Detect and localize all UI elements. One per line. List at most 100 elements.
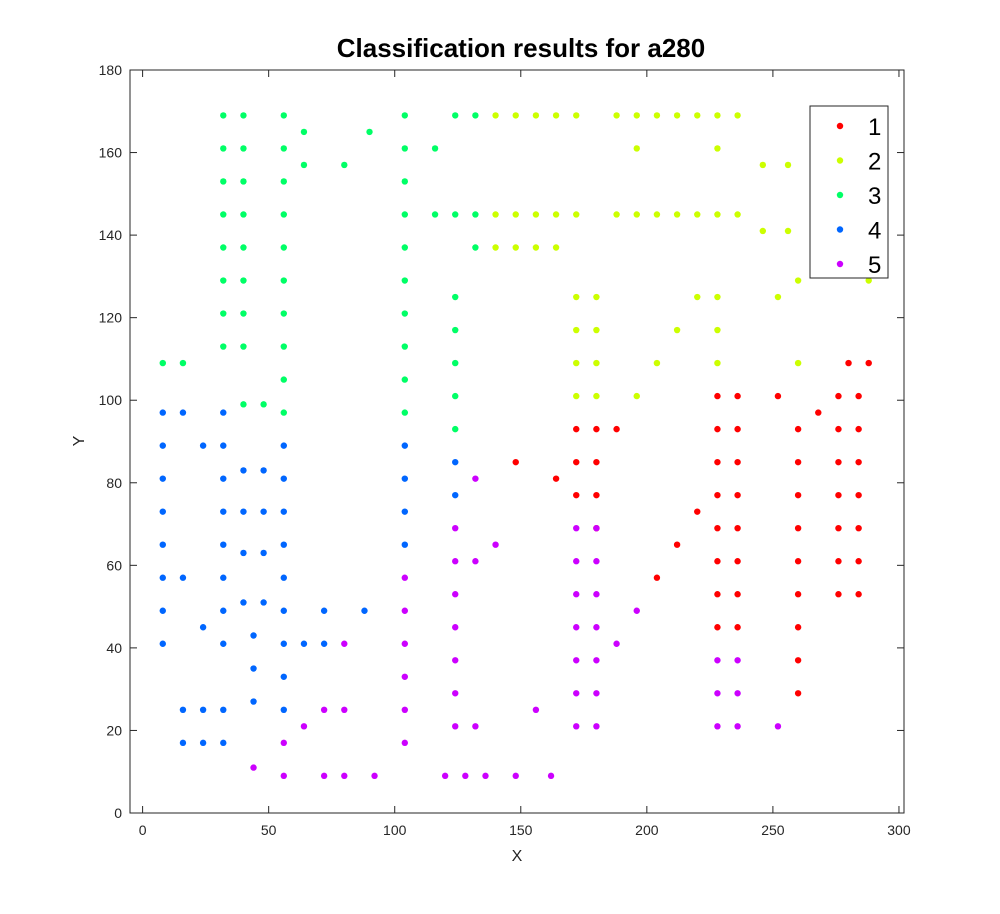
data-point — [280, 640, 287, 647]
data-point — [573, 491, 580, 499]
data-point — [452, 591, 459, 598]
data-point — [734, 425, 741, 433]
data-point — [159, 541, 166, 548]
data-point — [320, 640, 328, 647]
data-point — [593, 491, 600, 499]
data-point — [260, 508, 267, 515]
data-point — [220, 310, 227, 317]
data-point — [855, 392, 862, 400]
data-point — [532, 112, 540, 119]
data-point — [573, 657, 580, 664]
data-point — [199, 739, 207, 747]
data-point — [653, 211, 661, 218]
data-point — [593, 458, 600, 466]
data-point — [179, 739, 187, 747]
data-point — [714, 690, 721, 697]
data-point — [320, 706, 328, 714]
data-point — [431, 145, 439, 152]
data-point — [673, 326, 681, 334]
data-point — [593, 425, 600, 433]
data-point — [240, 401, 247, 408]
data-point — [280, 211, 287, 218]
data-point — [734, 458, 741, 466]
plot-area — [129, 69, 905, 814]
data-point — [441, 772, 449, 780]
data-point — [472, 112, 479, 119]
series-4 — [159, 409, 459, 747]
data-point — [401, 376, 409, 383]
data-point — [865, 277, 872, 284]
data-point — [361, 607, 368, 614]
data-point — [159, 574, 166, 581]
data-point — [794, 657, 802, 664]
data-point — [179, 706, 187, 714]
data-point — [552, 211, 560, 218]
data-point — [250, 665, 257, 672]
data-point — [280, 376, 287, 383]
data-point — [280, 244, 287, 251]
data-point — [734, 558, 741, 565]
data-point — [694, 211, 701, 218]
data-point — [280, 541, 287, 548]
data-point — [492, 211, 499, 218]
data-point — [220, 145, 227, 152]
data-point — [462, 772, 469, 780]
data-point — [835, 591, 842, 598]
data-point — [472, 723, 479, 730]
data-point — [512, 244, 519, 251]
data-point — [240, 549, 247, 557]
data-point — [734, 624, 741, 631]
data-point — [452, 392, 459, 400]
legend-marker — [836, 157, 844, 164]
data-point — [199, 442, 207, 449]
data-point — [401, 211, 409, 218]
data-point — [794, 558, 802, 565]
y-tick-label: 20 — [106, 722, 122, 738]
data-point — [401, 475, 409, 482]
data-point — [250, 764, 257, 771]
data-point — [855, 558, 862, 565]
data-point — [855, 425, 862, 433]
data-point — [512, 211, 519, 218]
data-point — [452, 723, 459, 730]
data-point — [280, 508, 287, 515]
data-point — [452, 624, 459, 631]
data-point — [573, 690, 580, 697]
x-tick-label: 50 — [261, 822, 277, 838]
x-tick-label: 0 — [139, 822, 147, 838]
data-point — [431, 211, 439, 218]
data-point — [613, 425, 620, 433]
data-point — [300, 723, 308, 730]
data-point — [573, 293, 580, 301]
data-point — [220, 607, 227, 614]
data-point — [794, 690, 802, 697]
data-point — [835, 491, 842, 499]
data-point — [784, 161, 792, 169]
data-point — [794, 458, 802, 466]
data-point — [633, 392, 640, 400]
data-point — [673, 112, 681, 119]
data-point — [240, 599, 247, 606]
data-point — [240, 112, 247, 119]
data-point — [835, 458, 842, 466]
data-point — [179, 409, 187, 416]
data-point — [593, 293, 600, 301]
data-point — [220, 112, 227, 119]
data-point — [573, 723, 580, 730]
data-point — [593, 591, 600, 598]
data-point — [401, 442, 409, 449]
data-point — [633, 607, 640, 614]
data-point — [280, 310, 287, 317]
data-point — [573, 211, 580, 218]
data-point — [653, 112, 661, 119]
data-point — [341, 772, 348, 780]
data-point — [613, 112, 620, 119]
data-point — [260, 467, 267, 474]
y-tick-label: 140 — [99, 227, 123, 243]
data-point — [280, 442, 287, 449]
data-point — [734, 392, 741, 400]
axis-ticks: 0 50 100 150 200 250 300 0 20 40 60 80 100 120 140 160 1… — [99, 62, 911, 838]
data-point — [280, 277, 287, 284]
data-point — [593, 657, 600, 664]
data-point — [280, 112, 287, 119]
